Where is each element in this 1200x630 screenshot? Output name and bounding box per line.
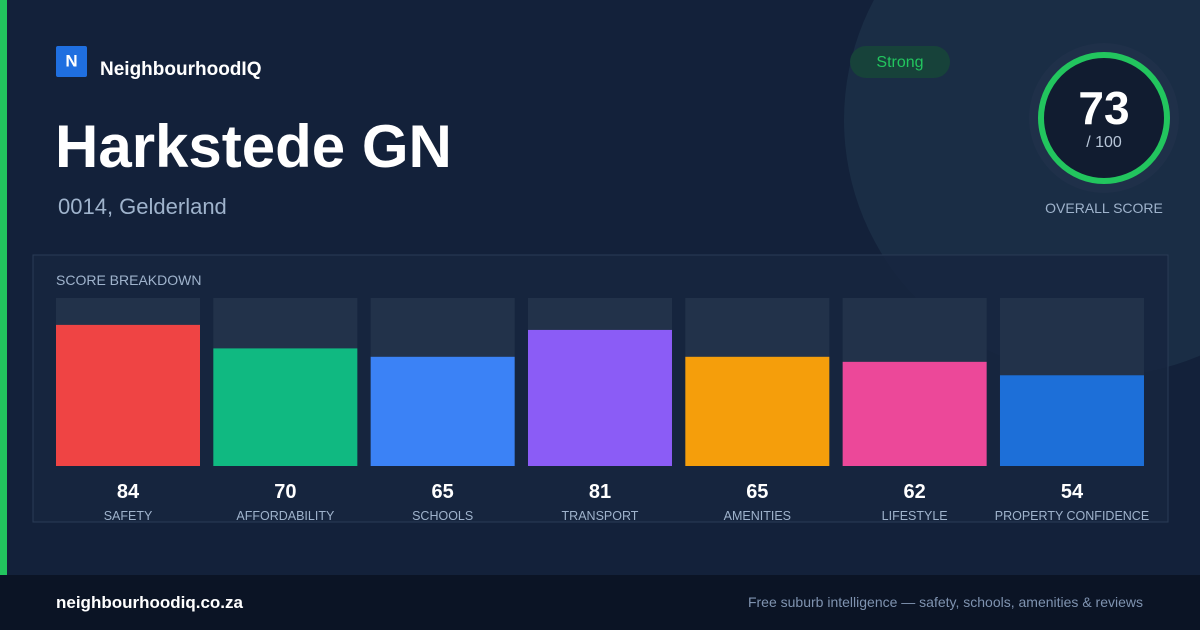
bar-value: 84 [117, 481, 140, 503]
bar-label: AFFORDABILITY [236, 509, 335, 523]
bar [527, 329, 672, 466]
footer-tagline: Free suburb intelligence — safety, schoo… [748, 594, 1143, 610]
badge [850, 46, 950, 78]
bar-label: TRANSPORT [562, 509, 639, 523]
bar-value: 54 [1061, 481, 1084, 503]
footer-domain: neighbourhoodiq.co.za [56, 593, 244, 612]
breakdown-title: SCORE BREAKDOWN [56, 272, 201, 288]
score-label: OVERALL SCORE [1045, 200, 1163, 216]
bar-label: SCHOOLS [412, 509, 473, 523]
footer [0, 575, 1200, 630]
accent-strip [0, 0, 7, 575]
bar [999, 375, 1144, 466]
bars: 84 SAFETY 70 AFFORDABILITY 65 SCHOOLS 81 TRANSP… [56, 298, 1149, 523]
logo [56, 46, 87, 77]
bar [370, 356, 515, 466]
bar [213, 348, 358, 466]
bar-value: 65 [746, 481, 768, 503]
bar-label: LIFESTYLE [882, 509, 948, 523]
badge-text: Strong [876, 54, 923, 71]
bar-value: 81 [589, 481, 611, 503]
score-value: 73 [1078, 82, 1129, 134]
score-scale: / 100 [1086, 134, 1122, 151]
page-title: Harkstede GN [55, 113, 452, 180]
bar [842, 361, 987, 466]
logo-letter: N [65, 51, 77, 70]
bar-value: 65 [432, 481, 454, 503]
bar [56, 324, 200, 466]
bar [685, 356, 830, 466]
score-ring [1038, 52, 1170, 184]
bar-value: 62 [904, 481, 926, 503]
bar-label: SAFETY [104, 509, 153, 523]
brand-name: NeighbourhoodIQ [100, 59, 261, 80]
location: 0014, Gelderland [58, 194, 227, 219]
bar-label: AMENITIES [724, 509, 791, 523]
bar-label: PROPERTY CONFIDENCE [995, 509, 1149, 523]
bar-value: 70 [274, 481, 296, 503]
